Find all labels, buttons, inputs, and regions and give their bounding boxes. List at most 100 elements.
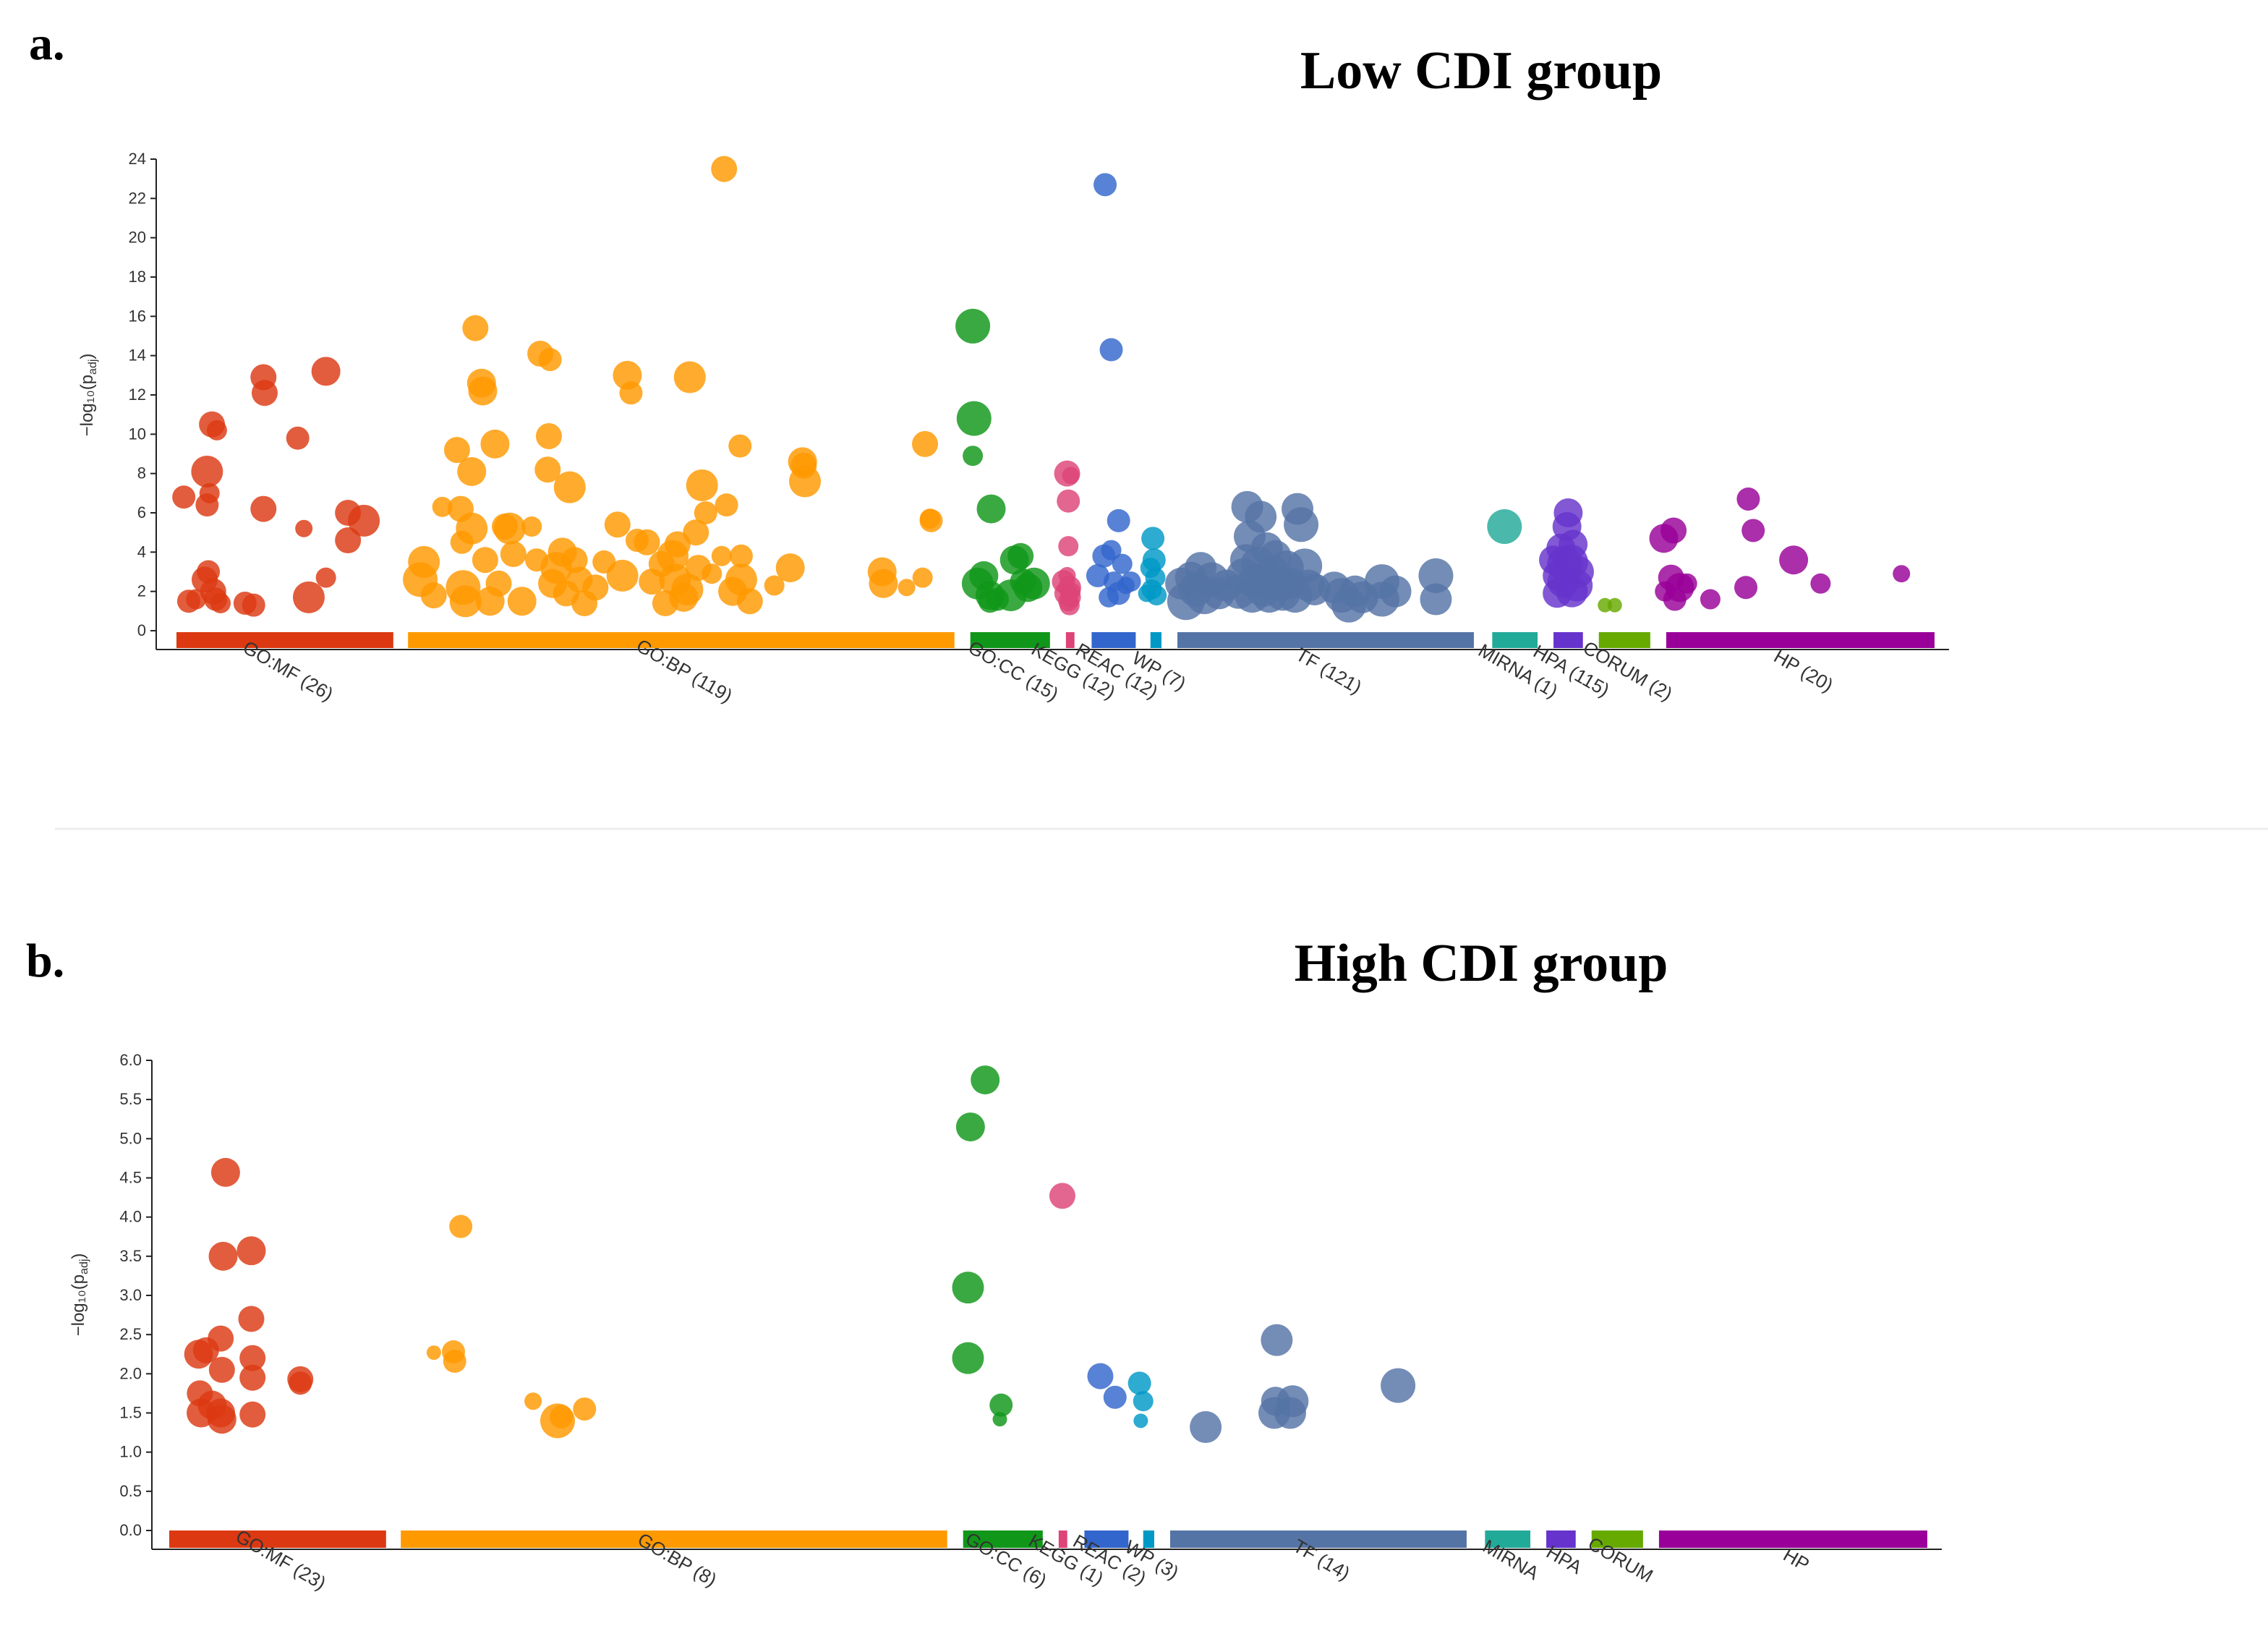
category-bar: [1065, 632, 1075, 648]
data-point: [311, 357, 341, 386]
data-point: [1663, 587, 1687, 611]
y-tick-label: 14: [129, 346, 146, 365]
data-point: [480, 429, 510, 459]
y-tick-label: 22: [129, 189, 146, 207]
category-bar: [169, 1530, 386, 1548]
y-tick-label: 20: [129, 229, 146, 247]
data-point: [251, 380, 278, 406]
data-point: [485, 570, 512, 597]
panel-a: a. Low CDI group 024681012141618202224−l…: [29, 17, 1949, 707]
data-point: [1700, 589, 1721, 610]
category-label: HP (20): [1770, 645, 1837, 697]
data-point: [507, 587, 537, 616]
y-tick-label: 1.5: [119, 1404, 142, 1422]
data-point: [1418, 558, 1454, 593]
y-tick-label: 4.0: [119, 1208, 142, 1226]
category-bar: [1666, 632, 1935, 648]
data-point: [456, 512, 488, 545]
category-bar: [1177, 632, 1474, 648]
data-point: [634, 529, 660, 555]
data-point: [242, 593, 265, 617]
category-bar: [963, 1530, 1043, 1548]
category-bar: [176, 632, 393, 648]
data-point: [315, 567, 336, 588]
data-point: [1141, 527, 1165, 550]
data-point: [729, 544, 753, 568]
data-point: [1086, 563, 1109, 587]
data-point: [702, 563, 722, 584]
y-tick-label: 2.0: [119, 1364, 142, 1382]
category-label: HP: [1780, 1544, 1813, 1575]
data-point: [210, 1157, 240, 1187]
data-point: [673, 361, 706, 393]
data-point: [1062, 467, 1080, 485]
data-point: [1138, 584, 1156, 603]
data-point: [952, 1342, 984, 1374]
category-bar: [1492, 632, 1538, 648]
panel-b-title: High CDI group: [1295, 934, 1668, 993]
data-point: [1103, 1385, 1127, 1409]
data-point: [239, 1345, 266, 1371]
data-point: [191, 455, 223, 487]
data-point: [715, 493, 738, 517]
category-bar: [970, 632, 1050, 648]
data-point: [1276, 1385, 1309, 1418]
data-point: [172, 485, 196, 509]
panel-a-letter: a.: [29, 17, 65, 70]
data-point: [582, 574, 609, 601]
category-bar: [1091, 632, 1136, 648]
data-point: [912, 567, 933, 588]
data-point: [976, 494, 1006, 524]
data-point: [1059, 595, 1080, 616]
data-point: [963, 446, 984, 467]
data-point: [1379, 575, 1412, 608]
data-point: [553, 471, 586, 503]
data-point: [1261, 1324, 1293, 1356]
data-point: [236, 1236, 266, 1266]
data-point: [1190, 1411, 1222, 1443]
y-tick-label: 4: [137, 542, 146, 561]
data-point: [1087, 1363, 1114, 1389]
data-point: [1057, 489, 1080, 513]
y-tick-label: 3.0: [119, 1286, 142, 1304]
data-point: [335, 527, 362, 554]
data-point: [208, 1325, 234, 1352]
data-point: [524, 1392, 542, 1410]
category-bar: [1485, 1530, 1531, 1548]
data-point: [1107, 508, 1130, 532]
data-point: [420, 582, 447, 609]
data-point: [728, 434, 752, 458]
panel-a-title: Low CDI group: [1300, 41, 1662, 101]
data-point: [199, 482, 220, 503]
data-point: [694, 501, 717, 524]
y-tick-label: 2.5: [119, 1325, 142, 1343]
data-point: [711, 156, 738, 182]
category-bar: [1546, 1530, 1576, 1548]
data-point: [239, 1401, 266, 1428]
data-point: [1133, 1413, 1148, 1429]
data-point: [1810, 573, 1831, 594]
data-point: [1779, 545, 1809, 575]
y-tick-label: 6: [137, 503, 146, 521]
data-point: [1058, 566, 1076, 584]
data-point: [408, 545, 440, 578]
data-point: [711, 545, 732, 566]
data-point: [1099, 587, 1120, 608]
data-point: [764, 575, 785, 596]
data-point: [432, 496, 453, 517]
data-point: [683, 519, 709, 546]
data-point: [472, 547, 498, 574]
data-point: [619, 381, 643, 405]
data-point: [573, 1397, 597, 1421]
category-bar: [1058, 1530, 1067, 1548]
data-point: [789, 465, 822, 498]
y-tick-label: 5.5: [119, 1090, 142, 1108]
category-bar: [1150, 632, 1161, 648]
data-point: [955, 308, 991, 344]
y-tick-label: 3.5: [119, 1247, 142, 1265]
data-point: [521, 516, 542, 537]
data-point: [550, 1405, 574, 1429]
data-point: [348, 504, 380, 537]
data-point: [493, 512, 526, 545]
y-axis-label: −log₁₀(padj): [69, 1253, 90, 1337]
